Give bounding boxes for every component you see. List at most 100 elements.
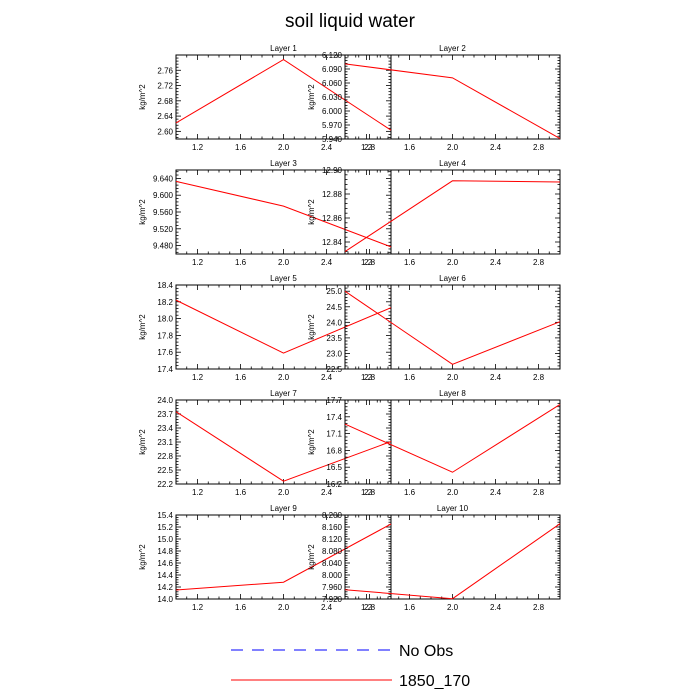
y-tick-label: 17.1: [326, 430, 342, 439]
x-tick-label: 2.4: [490, 143, 502, 152]
x-tick-label: 2.8: [364, 373, 376, 382]
y-tick-label: 8.040: [322, 559, 343, 568]
x-tick-label: 2.0: [447, 143, 459, 152]
panel-layer-4: Layer 4 1.2 1.6 2.0 2.4 2.8 12.84 12.86 12.88 12.…: [307, 159, 561, 267]
legend-label: No Obs: [399, 643, 453, 660]
x-tick-label: 2.8: [533, 373, 545, 382]
panel-title: Layer 2: [439, 44, 466, 53]
x-tick-label: 1.2: [361, 488, 373, 497]
series-line-1850_170: [344, 63, 561, 139]
y-tick-label: 17.4: [157, 365, 173, 374]
x-tick-label: 2.0: [278, 258, 290, 267]
series-line-1850_170: [175, 411, 392, 482]
y-tick-label: 8.080: [322, 547, 343, 556]
x-tick-label: 2.0: [278, 143, 290, 152]
x-tick-label: 2.4: [321, 488, 333, 497]
x-tick-label: 2.4: [321, 603, 333, 612]
x-tick-label: 1.6: [235, 258, 247, 267]
x-tick-label: 2.4: [490, 373, 502, 382]
plot-frame: [175, 514, 392, 600]
y-tick-label: 6.090: [322, 65, 343, 74]
x-tick-label: 2.0: [278, 488, 290, 497]
y-tick-label: 22.2: [157, 480, 173, 489]
x-tick-label: 2.4: [490, 488, 502, 497]
y-axis-label: kg/m^2: [138, 544, 147, 570]
x-tick-label: 1.6: [404, 603, 416, 612]
panel-title: Layer 1: [270, 44, 297, 53]
y-axis-label: kg/m^2: [307, 314, 316, 340]
series-line-1850_170: [175, 58, 392, 131]
x-tick-label: 1.2: [192, 603, 204, 612]
y-tick-label: 2.68: [157, 97, 173, 106]
y-tick-label: 14.0: [157, 595, 173, 604]
x-tick-label: 2.8: [533, 143, 545, 152]
x-tick-label: 2.8: [533, 603, 545, 612]
panel-layer-5: Layer 5 1.2 1.6 2.0 2.4 2.8 17.4 17.6 17.8 18.0 18…: [138, 274, 392, 382]
series-line-1850_170: [175, 523, 392, 591]
y-tick-label: 16.5: [326, 463, 342, 472]
y-tick-label: 22.8: [157, 452, 173, 461]
y-tick-label: 24.0: [157, 396, 173, 405]
y-tick-label: 23.0: [326, 349, 342, 358]
y-tick-label: 15.2: [157, 523, 173, 532]
y-tick-label: 23.7: [157, 410, 173, 419]
series-line-1850_170: [175, 299, 392, 354]
y-tick-label: 23.4: [157, 424, 173, 433]
y-tick-label: 15.0: [157, 535, 173, 544]
x-tick-label: 2.4: [321, 373, 333, 382]
x-tick-label: 2.0: [447, 373, 459, 382]
panel-layer-9: Layer 9 1.2 1.6 2.0 2.4 2.8 14.0 14.2 14.4 14.6 14…: [138, 504, 392, 612]
x-tick-label: 1.2: [361, 373, 373, 382]
y-tick-label: 25.0: [326, 287, 342, 296]
series-line-1850_170: [175, 180, 392, 248]
y-tick-label: 8.120: [322, 535, 343, 544]
y-tick-label: 8.000: [322, 571, 343, 580]
x-tick-label: 2.8: [364, 603, 376, 612]
y-tick-label: 6.120: [322, 51, 343, 60]
plot-frame: [344, 399, 561, 485]
panel-layer-8: Layer 8 1.2 1.6 2.0 2.4 2.8 16.2 16.5 16.8 17.1 17…: [307, 389, 561, 497]
panel-layer-10: Layer 10 1.2 1.6 2.0 2.4 2.8 7.920 7.960 8.000 8.…: [307, 504, 561, 612]
panel-title: Layer 3: [270, 159, 297, 168]
y-tick-label: 16.8: [326, 446, 342, 455]
x-tick-label: 2.8: [533, 488, 545, 497]
y-tick-label: 22.5: [157, 466, 173, 475]
y-tick-label: 5.940: [322, 135, 343, 144]
x-tick-label: 1.6: [235, 143, 247, 152]
series-line-1850_170: [344, 523, 561, 600]
y-axis-label: kg/m^2: [138, 199, 147, 225]
y-tick-label: 18.0: [157, 315, 173, 324]
x-tick-label: 2.8: [364, 143, 376, 152]
x-tick-label: 2.8: [364, 258, 376, 267]
y-axis-label: kg/m^2: [138, 429, 147, 455]
y-tick-label: 14.4: [157, 571, 173, 580]
series-line-1850_170: [344, 180, 561, 253]
y-tick-label: 22.5: [326, 365, 342, 374]
y-tick-label: 24.5: [326, 303, 342, 312]
y-tick-label: 12.88: [322, 190, 343, 199]
x-tick-label: 1.6: [235, 603, 247, 612]
y-tick-label: 14.2: [157, 583, 173, 592]
y-axis-label: kg/m^2: [307, 544, 316, 570]
y-tick-label: 2.76: [157, 66, 173, 75]
y-tick-label: 2.72: [157, 82, 173, 91]
plot-frame: [175, 399, 392, 485]
panel-title: Layer 9: [270, 504, 297, 513]
x-tick-label: 2.8: [533, 258, 545, 267]
y-tick-label: 16.2: [326, 480, 342, 489]
y-tick-label: 9.560: [153, 208, 174, 217]
y-tick-label: 8.200: [322, 511, 343, 520]
x-tick-label: 1.2: [192, 488, 204, 497]
x-tick-label: 1.6: [404, 488, 416, 497]
plot-frame: [344, 514, 561, 600]
x-tick-label: 1.6: [404, 143, 416, 152]
y-axis-label: kg/m^2: [138, 314, 147, 340]
x-tick-label: 2.8: [364, 488, 376, 497]
x-tick-label: 1.2: [192, 143, 204, 152]
plot-frame: [175, 284, 392, 370]
y-tick-label: 14.6: [157, 559, 173, 568]
y-tick-label: 9.520: [153, 225, 174, 234]
x-tick-label: 1.2: [192, 373, 204, 382]
y-tick-label: 12.90: [322, 166, 343, 175]
